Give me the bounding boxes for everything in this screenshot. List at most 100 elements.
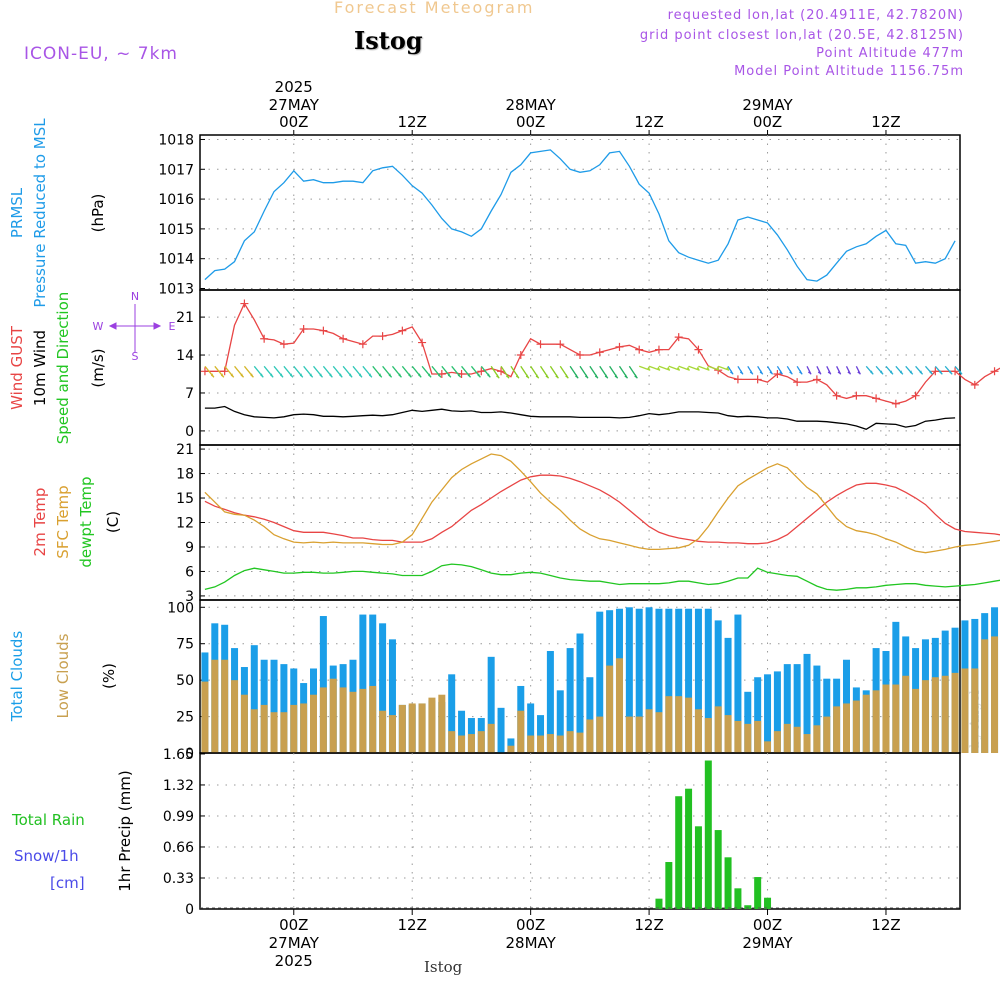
total-cloud-bar — [655, 608, 663, 753]
low-cloud-bar — [467, 734, 475, 753]
wind-direction-arrowhead-icon — [604, 374, 608, 379]
low-cloud-bar — [388, 715, 396, 753]
low-cloud-bar — [566, 731, 574, 753]
total-cloud-bar — [250, 645, 258, 753]
total-cloud-bar — [566, 648, 574, 753]
gust-marker — [536, 340, 545, 349]
low-cloud-bar — [349, 691, 357, 753]
y-tick-label: 0 — [185, 902, 194, 918]
low-cloud-bar — [754, 720, 762, 753]
series-line-2m-temp — [204, 474, 1000, 545]
wind-direction-arrowhead-icon — [706, 366, 710, 371]
temp-unit: (C) — [104, 511, 122, 533]
low-cloud-bar — [645, 709, 653, 753]
gust-marker — [299, 325, 308, 334]
gust-marker — [220, 367, 229, 376]
low-cloud-bar — [625, 716, 633, 753]
total-cloud-bar — [556, 690, 564, 753]
wind-direction-arrowhead-icon — [250, 373, 254, 378]
low-cloud-bar — [231, 680, 239, 753]
low-cloud-bar — [546, 734, 554, 753]
low-cloud-bar — [606, 665, 614, 753]
compass-west: W — [93, 320, 104, 333]
low-cloud-bar — [694, 709, 702, 753]
low-cloud-bar — [556, 735, 564, 753]
y-tick-label: 18 — [176, 467, 194, 483]
low-cloud-bar — [635, 716, 643, 753]
rain-bar — [704, 760, 712, 909]
gust-marker — [852, 391, 861, 400]
gust-marker — [200, 367, 209, 376]
wind-direction-arrowhead-icon — [799, 370, 803, 375]
total-cloud-bar — [734, 614, 742, 753]
wind-direction-arrowhead-icon — [716, 366, 720, 371]
low-cloud-bar — [240, 694, 248, 753]
total-cloud-bar — [793, 664, 801, 753]
rain-bar — [714, 830, 722, 909]
total-cloud-bar — [694, 608, 702, 753]
low-cloud-bar — [971, 668, 979, 753]
total-cloud-bar — [635, 608, 643, 753]
time-label-bottom: 00Z — [279, 916, 308, 934]
wind-direction-arrowhead-icon — [457, 373, 461, 378]
low-cloud-bar — [408, 703, 416, 753]
total-cloud-bar — [576, 633, 584, 753]
wind-direction-arrowhead-icon — [515, 374, 519, 379]
gust-marker — [635, 345, 644, 354]
y-tick-label: 7 — [185, 386, 194, 402]
dewpt-axis-title: dewpt Temp — [77, 476, 95, 567]
y-tick-label: 100 — [167, 600, 194, 616]
total-cloud-bar — [645, 607, 653, 753]
time-label-top: 12Z — [398, 113, 427, 131]
wind-direction-arrowhead-icon — [808, 370, 812, 375]
gust-marker — [595, 348, 604, 357]
low-cloud-bar — [675, 696, 683, 753]
low-cloud-bar — [428, 697, 436, 753]
low-clouds-axis-title: Low Clouds — [54, 633, 72, 718]
rain-bar — [675, 796, 683, 909]
y-tick-label: 1016 — [158, 192, 194, 208]
y-tick-label: 12 — [176, 516, 194, 532]
rain-bar — [754, 877, 762, 909]
low-cloud-bar — [359, 688, 367, 753]
gust-marker — [891, 399, 900, 408]
low-cloud-bar — [527, 735, 535, 753]
total-cloud-bar — [704, 608, 712, 753]
wind-direction-arrow-icon — [658, 365, 671, 371]
gust-marker — [654, 345, 663, 354]
y-tick-label: 1.32 — [163, 778, 194, 794]
requested-coords: requested lon,lat (20.4911E, 42.7820N) — [667, 8, 964, 23]
wind-direction-arrowhead-icon — [339, 373, 343, 378]
low-cloud-bar — [537, 735, 545, 753]
gust-marker — [812, 375, 821, 384]
gust-marker — [911, 391, 920, 400]
gust-marker — [694, 345, 703, 354]
series-line-10m-wind — [204, 405, 956, 431]
time-label-top: 12Z — [871, 113, 900, 131]
wind-direction-arrowhead-icon — [496, 374, 500, 379]
time-label-top: 00Z — [753, 113, 782, 131]
rain-bar — [764, 897, 772, 909]
low-cloud-bar — [862, 694, 870, 753]
wind-direction-arrowhead-icon — [594, 374, 598, 379]
wind-direction-arrow-icon — [678, 365, 690, 371]
wind-direction-arrowhead-icon — [959, 370, 963, 375]
wind-direction-arrowhead-icon — [647, 366, 651, 371]
y-tick-label: 1.65 — [163, 747, 194, 763]
time-label-top: 00Z — [279, 113, 308, 131]
wind-direction-arrowhead-icon — [487, 373, 491, 378]
rain-bar — [734, 888, 742, 909]
y-tick-label: 1015 — [158, 222, 194, 238]
rain-legend: Total Rain — [11, 811, 85, 829]
wind-direction-arrowhead-icon — [779, 370, 783, 375]
wind-direction-arrowhead-icon — [939, 370, 943, 375]
low-cloud-bar — [339, 687, 347, 753]
panel-frame-precip — [199, 752, 961, 910]
y-tick-label: 1018 — [158, 132, 194, 148]
wind-direction-arrowhead-icon — [909, 370, 913, 375]
wind-direction-arrowhead-icon — [696, 366, 700, 371]
compass-north: N — [131, 290, 139, 303]
low-cloud-bar — [655, 712, 663, 753]
wind-direction-arrowhead-icon — [657, 366, 661, 371]
low-cloud-bar — [517, 710, 525, 753]
